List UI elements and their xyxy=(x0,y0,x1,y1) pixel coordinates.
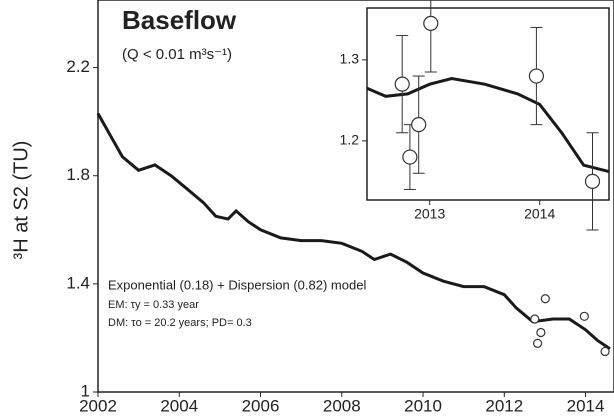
observation xyxy=(536,327,546,338)
annotation: EM: τy = 0.33 year xyxy=(108,299,199,311)
chart-title: Baseflow xyxy=(122,5,237,35)
y-tick-label: 1.2 xyxy=(340,132,360,148)
observation xyxy=(394,76,410,92)
annotation: Exponential (0.18) + Dispersion (0.82) m… xyxy=(108,277,366,292)
x-tick-label: 2004 xyxy=(160,396,198,415)
y-tick-label: 1 xyxy=(81,381,90,400)
annotation: DM: τo = 20.2 years; PD= 0.3 xyxy=(108,317,252,329)
x-tick-label: 2012 xyxy=(485,396,523,415)
observation xyxy=(579,311,589,321)
observation xyxy=(402,149,418,165)
y-tick-label: 1.4 xyxy=(66,273,90,292)
model-line xyxy=(366,76,610,174)
x-tick-label: 2002 xyxy=(79,396,117,415)
observation xyxy=(600,346,610,357)
observation xyxy=(533,338,543,348)
x-tick-label: 2014 xyxy=(567,396,605,415)
subtitle: (Q < 0.01 m³s⁻¹) xyxy=(122,46,232,63)
observation xyxy=(411,117,427,133)
x-tick-label: 2010 xyxy=(404,396,442,415)
y-axis-label: ³H at S2 (TU) xyxy=(10,141,32,260)
observation xyxy=(423,15,439,31)
y-tick-label: 1.3 xyxy=(340,51,360,67)
model-line xyxy=(96,112,611,350)
inset xyxy=(366,7,610,201)
x-tick-label: 2013 xyxy=(414,206,445,222)
x-tick-label: 2006 xyxy=(242,396,280,415)
observation xyxy=(540,294,550,304)
observation xyxy=(528,68,545,84)
x-tick-label: 2014 xyxy=(524,206,555,222)
observation xyxy=(584,173,601,189)
observation xyxy=(530,314,540,324)
x-tick-label: 2008 xyxy=(323,396,361,415)
y-tick-label: 2.2 xyxy=(66,57,90,76)
y-tick-label: 1.8 xyxy=(66,165,90,184)
